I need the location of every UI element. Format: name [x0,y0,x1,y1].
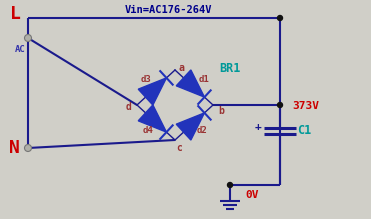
Circle shape [278,16,282,21]
Polygon shape [176,70,204,97]
Text: d2: d2 [197,126,207,135]
Polygon shape [138,78,167,105]
Text: C1: C1 [297,124,311,138]
Circle shape [278,102,282,108]
Text: a: a [178,63,184,73]
Text: BR1: BR1 [219,62,241,74]
Polygon shape [138,105,167,132]
Text: d3: d3 [141,75,151,84]
Text: N: N [9,139,19,157]
Text: +: + [255,122,262,132]
Text: 0V: 0V [245,190,259,200]
Circle shape [24,145,32,152]
Polygon shape [176,113,204,140]
Text: 373V: 373V [292,101,319,111]
Text: d4: d4 [142,126,153,135]
Circle shape [24,35,32,41]
Circle shape [227,182,233,187]
Text: AC: AC [14,46,25,55]
Text: L: L [10,5,20,23]
Text: b: b [218,106,224,116]
Text: Vin=AC176-264V: Vin=AC176-264V [124,5,212,15]
Text: c: c [176,143,182,153]
Text: d1: d1 [198,75,209,84]
Text: d: d [126,102,132,112]
